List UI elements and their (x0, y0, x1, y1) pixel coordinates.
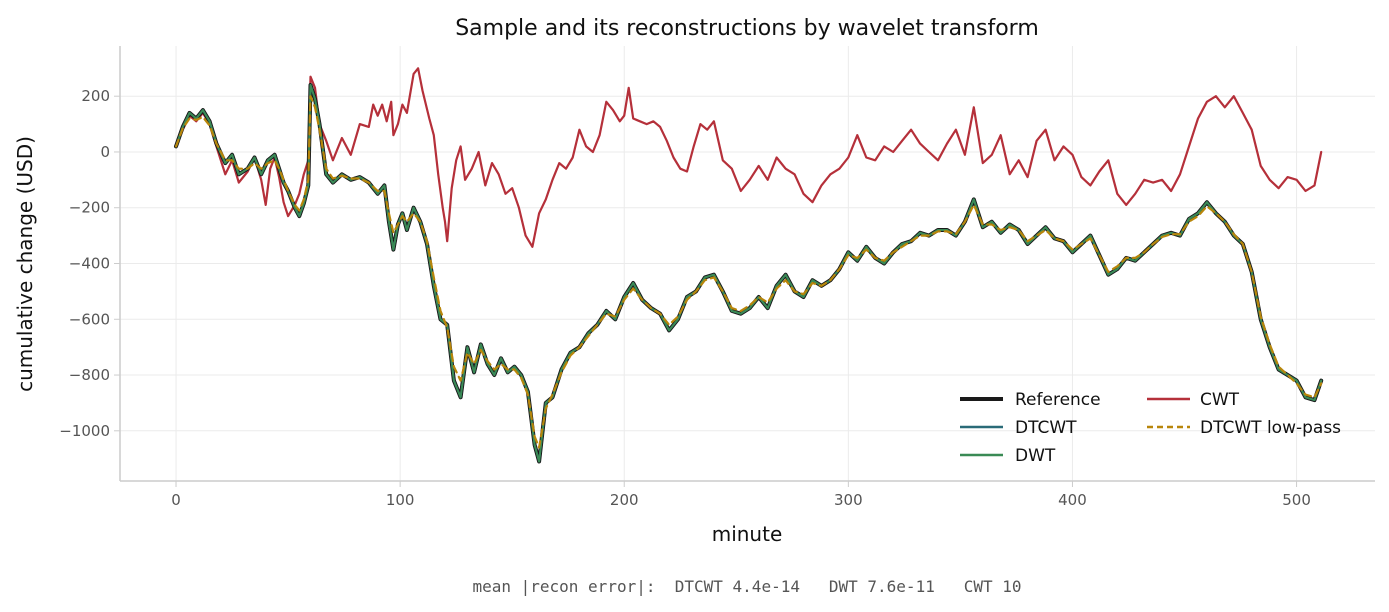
y-tick-label: −400 (69, 255, 110, 273)
chart-title: Sample and its reconstructions by wavele… (455, 16, 1039, 41)
recon-error-footer: mean |recon error|: DTCWT 4.4e-14 DWT 7.… (472, 577, 1021, 596)
legend-label-reference: Reference (1015, 390, 1101, 410)
legend-label-dtcwt: DTCWT (1015, 418, 1077, 438)
legend-label-dwt: DWT (1015, 446, 1056, 466)
x-tick-label: 500 (1282, 491, 1311, 509)
y-tick-label: 200 (81, 87, 110, 105)
x-tick-label: 200 (610, 491, 639, 509)
y-tick-label: −800 (69, 366, 110, 384)
legend-label-cwt: CWT (1200, 390, 1240, 410)
x-tick-label: 400 (1058, 491, 1087, 509)
y-tick-label: −600 (69, 310, 110, 328)
legend-label-dtcwt-lowpass: DTCWT low-pass (1200, 418, 1341, 438)
series-line-cwt (174, 67, 1323, 248)
x-tick-label: 100 (386, 491, 415, 509)
series-line-dtcwt-low-pass (174, 95, 1323, 449)
x-axis-label: minute (712, 522, 783, 546)
x-tick-label: 300 (834, 491, 863, 509)
grid (120, 46, 1375, 481)
ticks: 0 100 200 300 400 500 200 0 −200 −400 −600 −800 −100… (59, 87, 1311, 509)
y-tick-label: −1000 (59, 422, 110, 440)
y-tick-label: −200 (69, 199, 110, 217)
legend: Reference DTCWT DWT CWT DTCWT low-pass (960, 390, 1341, 466)
y-tick-label: 0 (100, 143, 110, 161)
y-axis-label: cumulative change (USD) (13, 136, 37, 392)
series-layer (174, 67, 1324, 464)
x-tick-label: 0 (171, 491, 181, 509)
